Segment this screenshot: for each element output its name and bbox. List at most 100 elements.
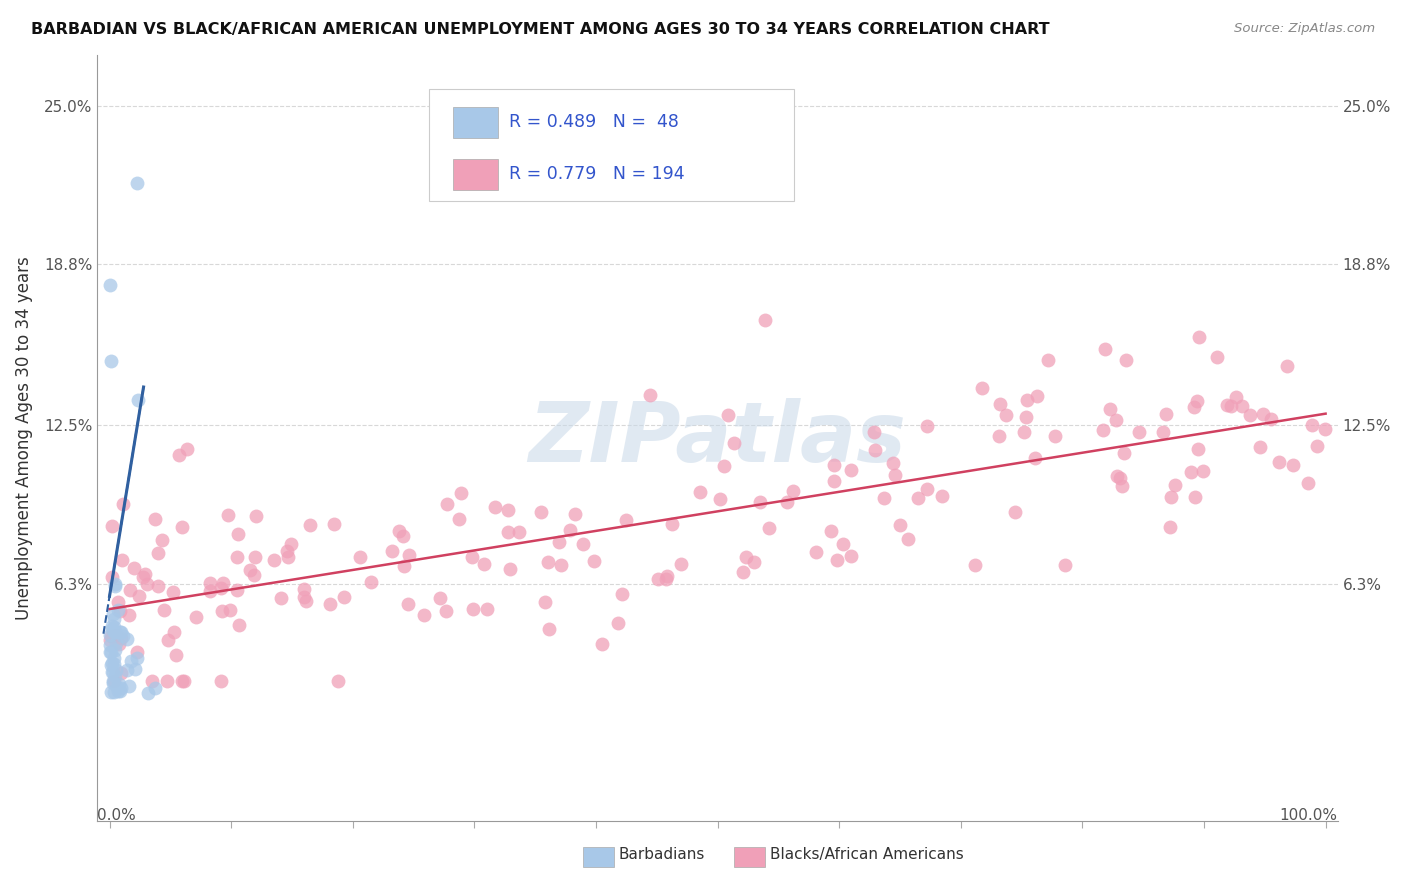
Point: [242, 567, 264, 582]
Point: [547, 535, 569, 549]
Text: 100.0%: 100.0%: [1279, 808, 1337, 823]
Point: [742, 555, 765, 569]
Point: [101, 665, 124, 680]
Point: [176, 442, 198, 456]
Point: [572, 537, 595, 551]
Point: [839, 462, 862, 476]
Point: [163, 625, 186, 640]
Point: [98, 645, 121, 659]
Point: [108, 624, 131, 639]
Point: [98, 628, 121, 642]
Point: [105, 628, 128, 642]
Point: [228, 527, 250, 541]
Point: [107, 684, 129, 698]
Point: [103, 579, 125, 593]
Point: [198, 575, 221, 590]
Point: [270, 591, 292, 605]
Point: [990, 397, 1012, 411]
Point: [152, 603, 174, 617]
Point: [825, 553, 848, 567]
Point: [104, 636, 127, 650]
Point: [173, 673, 195, 688]
Point: [1260, 412, 1282, 426]
Point: [839, 549, 862, 564]
Point: [538, 622, 561, 636]
Point: [640, 388, 662, 402]
Point: [607, 616, 630, 631]
Point: [150, 533, 173, 548]
Point: [1206, 350, 1229, 364]
Point: [103, 612, 125, 626]
Point: [118, 607, 141, 622]
Point: [122, 560, 145, 574]
Point: [103, 673, 125, 688]
Point: [1182, 401, 1205, 415]
Point: [349, 549, 371, 564]
Point: [1115, 352, 1137, 367]
Point: [647, 572, 669, 586]
Point: [111, 629, 134, 643]
Point: [319, 597, 342, 611]
Point: [1111, 479, 1133, 493]
Point: [103, 620, 125, 634]
Point: [100, 354, 122, 368]
Point: [103, 625, 125, 640]
Point: [889, 517, 911, 532]
Point: [496, 524, 519, 539]
Point: [156, 633, 179, 648]
Point: [98, 638, 121, 652]
Point: [550, 558, 572, 572]
Point: [108, 683, 131, 698]
Point: [1239, 408, 1261, 422]
Point: [820, 524, 842, 538]
Point: [669, 558, 692, 572]
Point: [323, 516, 346, 531]
Point: [1225, 390, 1247, 404]
Point: [1301, 418, 1323, 433]
Point: [209, 673, 232, 688]
Point: [1128, 425, 1150, 439]
Point: [1045, 429, 1067, 443]
Point: [280, 536, 302, 550]
Point: [530, 505, 553, 519]
Point: [111, 497, 134, 511]
Point: [723, 435, 745, 450]
Point: [101, 665, 124, 679]
Point: [107, 595, 129, 609]
Point: [917, 418, 939, 433]
Point: [823, 458, 845, 472]
Point: [655, 572, 678, 586]
Point: [392, 559, 415, 574]
Point: [100, 570, 122, 584]
Point: [1296, 475, 1319, 490]
Point: [398, 548, 420, 562]
Point: [1159, 520, 1181, 534]
Point: [657, 568, 679, 582]
Point: [225, 582, 247, 597]
Point: [239, 564, 262, 578]
Point: [103, 577, 125, 591]
Point: [1275, 359, 1298, 373]
Point: [381, 544, 404, 558]
Point: [211, 605, 233, 619]
Point: [1036, 353, 1059, 368]
Point: [1230, 400, 1253, 414]
Point: [103, 650, 125, 665]
Point: [263, 553, 285, 567]
Text: R = 0.489   N =  48: R = 0.489 N = 48: [509, 113, 679, 131]
Point: [396, 597, 419, 611]
Point: [228, 618, 250, 632]
Point: [105, 663, 128, 677]
Point: [299, 517, 322, 532]
Point: [717, 408, 740, 422]
Point: [863, 443, 886, 458]
Point: [118, 679, 141, 693]
Point: [1015, 392, 1038, 407]
Point: [882, 456, 904, 470]
Point: [1026, 389, 1049, 403]
Text: Barbadians: Barbadians: [619, 847, 704, 862]
Point: [537, 555, 560, 569]
Point: [100, 629, 122, 643]
Point: [120, 654, 142, 668]
Text: BARBADIAN VS BLACK/AFRICAN AMERICAN UNEMPLOYMENT AMONG AGES 30 TO 34 YEARS CORRE: BARBADIAN VS BLACK/AFRICAN AMERICAN UNEM…: [31, 22, 1049, 37]
